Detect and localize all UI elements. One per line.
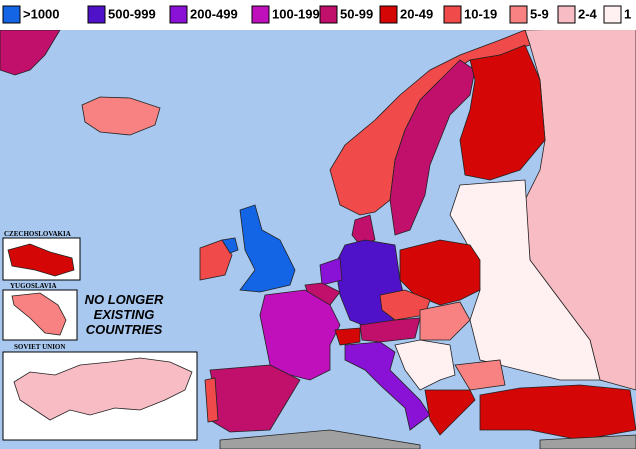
- legend-swatch: [251, 5, 270, 24]
- legend-label: 50-99: [340, 6, 373, 21]
- annotation-line: NO LONGER: [85, 292, 164, 307]
- legend-swatch: [603, 5, 622, 24]
- legend-label: 20-49: [400, 6, 433, 21]
- legend-label: 10-19: [464, 6, 497, 21]
- ireland: [199, 239, 233, 281]
- legend-swatch: [319, 5, 338, 24]
- inset-soviet-union: SOVIET UNION: [2, 343, 198, 441]
- legend-swatch: [557, 5, 576, 24]
- legend: >1000 500-999 200-499 100-199 50-99 20-49 10-1…: [2, 5, 631, 24]
- legend-swatch: [169, 5, 188, 24]
- turkey: [479, 384, 636, 441]
- greece: [424, 389, 476, 436]
- switzerland: [334, 327, 361, 346]
- yugoslavia: [11, 292, 67, 336]
- legend-label: 2-4: [578, 6, 598, 21]
- legend-label: 1: [624, 6, 631, 21]
- iceland: [81, 96, 161, 136]
- portugal: [204, 377, 219, 423]
- legend-label: 100-199: [272, 6, 320, 21]
- annotation-line: EXISTING: [94, 307, 155, 322]
- legend-label: >1000: [23, 6, 60, 21]
- inset-label: CZECHOSLOVAKIA: [4, 230, 71, 238]
- france: [259, 289, 341, 381]
- hungary: [419, 301, 471, 341]
- northern-ireland: [221, 237, 239, 254]
- inset-label: SOVIET UNION: [14, 343, 65, 351]
- netherlands: [319, 257, 343, 286]
- legend-label: 500-999: [108, 6, 156, 21]
- inset-label: YUGOSLAVIA: [10, 282, 57, 290]
- north-africa: [219, 429, 421, 449]
- countries: [0, 27, 636, 449]
- middle-east: [539, 434, 636, 449]
- annotation-line: COUNTRIES: [86, 322, 163, 337]
- poland: [399, 239, 481, 306]
- legend-swatch: [2, 5, 21, 24]
- finland: [459, 44, 546, 181]
- inset-yugoslavia: YUGOSLAVIA: [2, 282, 78, 341]
- legend-swatch: [379, 5, 398, 24]
- czechoslovakia: [7, 243, 75, 277]
- annotation: NO LONGER EXISTING COUNTRIES: [85, 292, 164, 337]
- united-kingdom: [239, 204, 296, 293]
- legend-bar: [0, 0, 636, 30]
- bulgaria: [454, 359, 506, 391]
- legend-label: 200-499: [190, 6, 238, 21]
- balkans: [394, 339, 456, 391]
- italy: [344, 341, 431, 431]
- legend-label: 5-9: [530, 6, 549, 21]
- austria: [359, 317, 421, 343]
- inset-czechoslovakia: CZECHOSLOVAKIA: [2, 230, 81, 281]
- sweden: [389, 59, 476, 236]
- soviet-union: [13, 357, 193, 421]
- legend-swatch: [87, 5, 106, 24]
- legend-swatch: [443, 5, 462, 24]
- legend-swatch: [509, 5, 528, 24]
